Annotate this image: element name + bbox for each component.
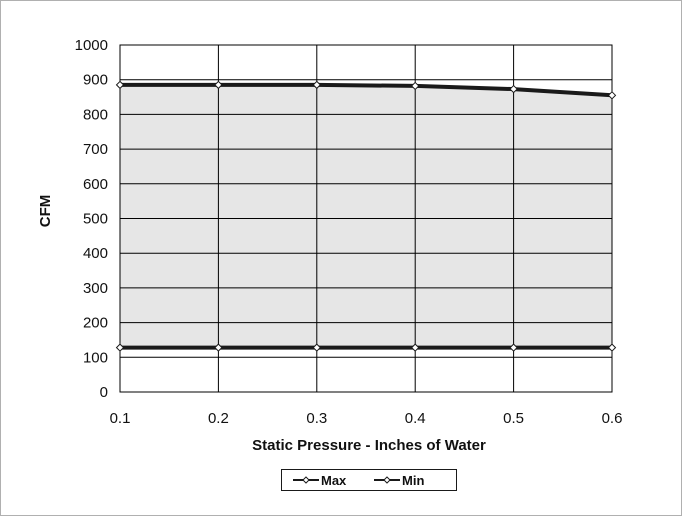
legend-items: Max Min: [293, 473, 424, 488]
range-fill-area: [120, 84, 612, 348]
y-tick-label: 300: [83, 280, 108, 297]
y-tick-label: 400: [83, 245, 108, 262]
x-tick-label: 0.1: [110, 410, 131, 427]
data-point-max: [410, 81, 420, 91]
x-tick-label: 0.5: [503, 410, 524, 427]
y-tick-label: 900: [83, 72, 108, 89]
legend-box: [281, 469, 457, 491]
series-line-max: [120, 82, 613, 98]
data-point-min: [312, 343, 322, 352]
data-point-min: [607, 343, 617, 352]
y-tick-label: 0: [100, 384, 108, 401]
y-tick-labels: 0 100 200 300 400 500 600 700 800 900 1000: [75, 37, 108, 401]
y-tick-label: 100: [83, 349, 108, 366]
data-point-max: [115, 80, 125, 90]
data-point-max: [509, 84, 518, 94]
data-point-min: [410, 343, 420, 352]
y-tick-label: 800: [83, 106, 108, 123]
plot-area-border: [119, 44, 613, 393]
y-tick-label: 200: [83, 315, 108, 332]
data-point-max: [607, 91, 617, 100]
fill-area-layer: [120, 84, 612, 348]
x-axis-title: Static Pressure - Inches of Water: [252, 437, 486, 454]
x-tick-label: 0.3: [306, 410, 327, 427]
x-tick-label: 0.6: [602, 410, 623, 427]
x-tick-labels: 0.1 0.2 0.3 0.4 0.5 0.6: [110, 410, 623, 427]
legend-label-min: Min: [402, 473, 424, 488]
gridlines: [119, 44, 613, 393]
x-tick-label: 0.2: [208, 410, 229, 427]
series-layer: [115, 80, 617, 352]
data-point-max: [214, 80, 223, 90]
y-tick-label: 600: [83, 176, 108, 193]
data-point-min: [115, 343, 125, 352]
y-tick-label: 1000: [75, 37, 108, 54]
legend-label-max: Max: [321, 473, 347, 488]
legend-marker-min: [383, 476, 391, 484]
y-tick-label: 700: [83, 141, 108, 158]
data-point-min: [509, 343, 518, 352]
legend: Max Min: [281, 469, 457, 491]
y-tick-label: 500: [83, 211, 108, 228]
legend-marker-max: [302, 476, 310, 484]
x-tick-label: 0.4: [405, 410, 426, 427]
data-point-max: [312, 80, 322, 90]
y-axis-title: CFM: [37, 195, 54, 228]
data-point-min: [214, 343, 223, 352]
